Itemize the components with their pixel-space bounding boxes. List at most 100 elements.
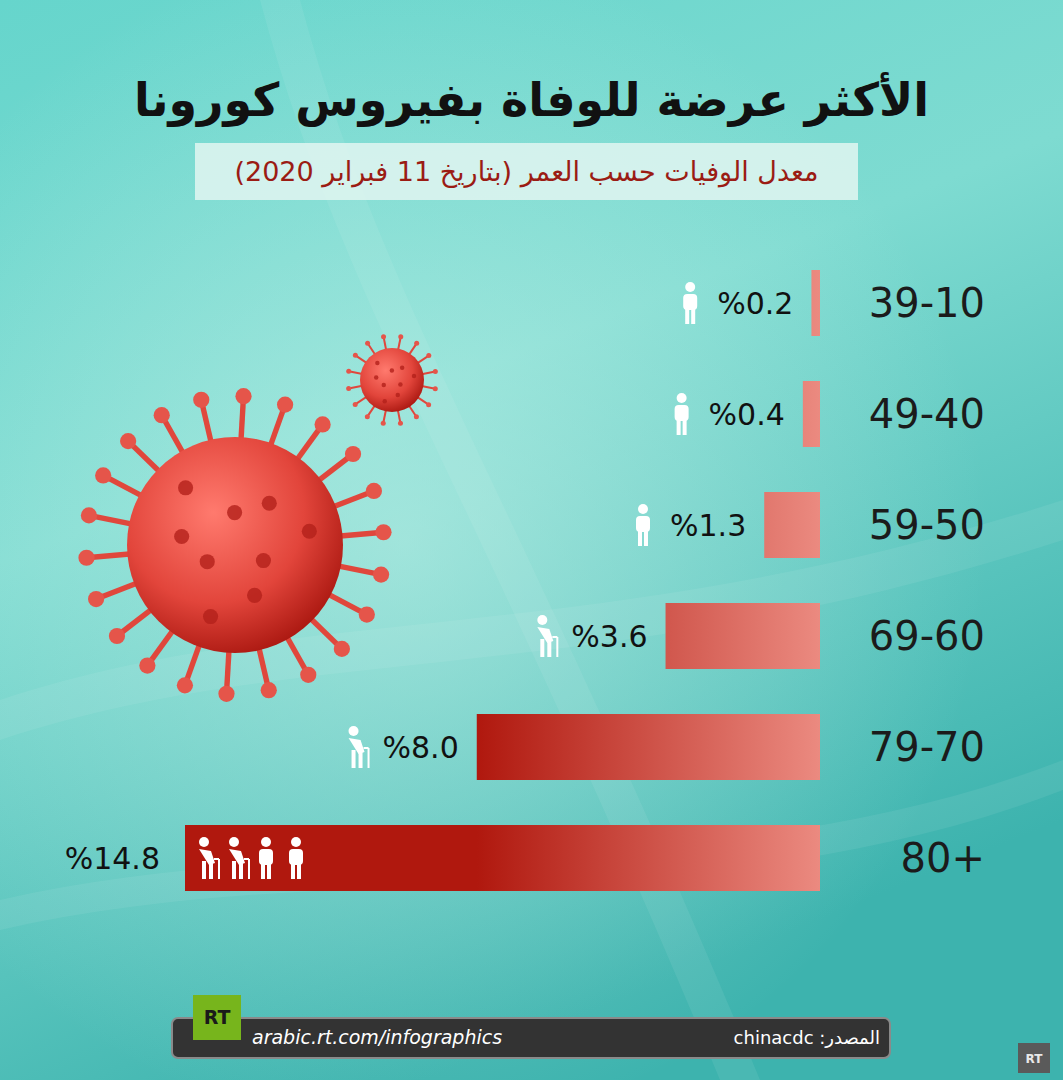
virus-spike-tip <box>381 334 386 339</box>
virus-spike-tip <box>398 334 403 339</box>
virus-spike-tip <box>334 641 350 657</box>
icon-head <box>537 615 547 625</box>
elderly-icon <box>229 837 249 879</box>
category-label: 80+ <box>901 835 985 881</box>
icon-head <box>199 837 209 847</box>
bar <box>764 492 820 558</box>
virus-spike-tip <box>346 386 351 391</box>
icon-body <box>675 405 689 421</box>
icon-leg <box>691 308 695 324</box>
virus-spike-tip <box>235 388 251 404</box>
value-label: %8.0 <box>383 730 459 765</box>
category-label: 59-50 <box>869 502 985 548</box>
virus-spot <box>174 529 189 544</box>
elderly-icon <box>199 837 219 879</box>
virus-spike-tip <box>398 421 403 426</box>
virus-spot <box>390 368 394 372</box>
virus-illustration <box>78 388 391 702</box>
virus-spike-tip <box>346 369 351 374</box>
icon-body <box>636 516 650 532</box>
virus-spot <box>302 524 317 539</box>
source-text: المصدر: chinacdc <box>734 1026 880 1050</box>
icon-leg <box>202 861 206 879</box>
bars <box>185 270 820 891</box>
virus-spike-tip <box>414 414 419 419</box>
title: الأكثر عرضة للوفاة بفيروس كورونا <box>0 68 1063 132</box>
bar <box>477 714 820 780</box>
virus-spike-tip <box>277 397 293 413</box>
virus-spot <box>203 609 218 624</box>
icon-cane <box>214 858 219 860</box>
icon-leg <box>232 861 236 879</box>
virus-spike-tip <box>365 341 370 346</box>
icon-body <box>683 294 697 310</box>
person-icon <box>289 837 303 879</box>
virus-spike-tip <box>109 628 125 644</box>
virus-spot <box>262 496 277 511</box>
virus-spike-tip <box>353 353 358 358</box>
virus-spike-tip <box>78 550 94 566</box>
value-label: %14.8 <box>65 841 160 876</box>
icon-leg <box>297 863 301 879</box>
icons <box>683 282 697 324</box>
virus-spike-tip <box>315 416 331 432</box>
bar <box>185 825 820 891</box>
background-glow <box>0 0 1063 1080</box>
logo-text: RT <box>1026 1052 1044 1066</box>
virus-spike-tip <box>433 369 438 374</box>
virus-spike-tip <box>345 446 361 462</box>
icon-leg <box>685 308 689 324</box>
icon-cane <box>368 748 370 768</box>
icon-body <box>229 849 245 865</box>
virus-spot <box>247 588 262 603</box>
virus-spot <box>383 399 387 403</box>
icons <box>636 504 650 546</box>
labels: 39-10%0.249-40%0.459-50%1.369-60%3.679-7… <box>65 280 985 881</box>
virus-body <box>127 437 343 653</box>
virus-spike-tip <box>88 591 104 607</box>
virus-spike-tip <box>373 567 389 583</box>
category-label: 79-70 <box>869 724 985 770</box>
icon-body <box>199 849 215 865</box>
virus-spike-tip <box>120 433 136 449</box>
virus-spike-tip <box>81 507 97 523</box>
icon-body <box>289 849 303 865</box>
virus-spike-tip <box>300 667 316 683</box>
logo-box <box>193 995 241 1040</box>
icon-head <box>677 393 687 403</box>
value-label: %0.2 <box>717 286 793 321</box>
icon-leg <box>291 863 295 879</box>
background-streak <box>0 760 1063 930</box>
icon-head <box>261 837 271 847</box>
icon-leg <box>540 639 544 657</box>
icon-leg <box>239 863 243 879</box>
virus-spot <box>256 553 271 568</box>
icon-body <box>259 849 273 865</box>
icon-leg <box>644 530 648 546</box>
category-label: 49-40 <box>869 391 985 437</box>
icon-leg <box>267 863 271 879</box>
bar <box>803 381 820 447</box>
icon-leg <box>352 750 356 768</box>
virus-spike-tip <box>426 353 431 358</box>
icon-leg <box>683 419 687 435</box>
bar <box>811 270 820 336</box>
virus-spike-tip <box>359 606 375 622</box>
icon-cane <box>218 859 220 879</box>
virus-spike-tip <box>366 483 382 499</box>
icon-leg <box>547 641 551 657</box>
virus-spot <box>398 382 402 386</box>
page: {"chart_data": {"type": "bar", "orientat… <box>0 0 1063 1080</box>
virus-spot <box>200 554 215 569</box>
icon-head <box>229 837 239 847</box>
icons <box>537 615 557 657</box>
virus-spike-tip <box>414 341 419 346</box>
icon-body <box>537 627 553 643</box>
icons <box>349 726 369 768</box>
icon-head <box>685 282 695 292</box>
virus-spot <box>227 505 242 520</box>
icons <box>675 393 689 435</box>
virus-spot <box>382 383 386 387</box>
icon-leg <box>677 419 681 435</box>
icon-body <box>349 738 365 754</box>
